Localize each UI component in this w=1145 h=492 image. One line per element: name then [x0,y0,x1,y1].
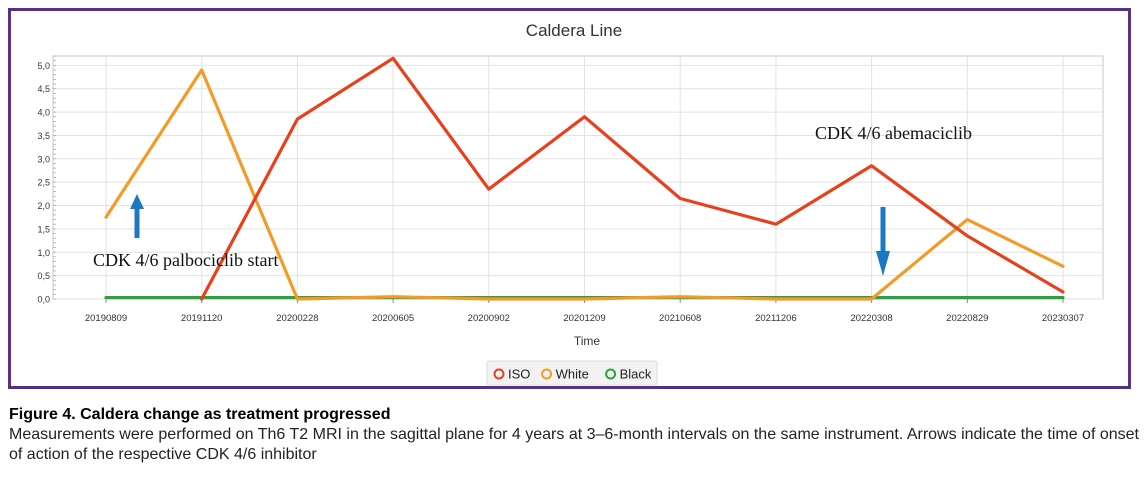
y-tick-label: 2,0 [37,201,50,211]
y-tick-label: 1,5 [37,224,50,234]
y-tick-label: 1,0 [37,248,50,258]
x-tick-label: 20220829 [946,313,988,324]
y-tick-label: 0,5 [37,271,50,281]
y-tick-label: 3,0 [37,154,50,164]
legend-label-iso: ISO [508,367,530,382]
legend-label-white: White [556,367,589,382]
figure-frame: Caldera Line 0,0 0,5 1,0 1,5 2,0 2,5 3,0 3,5 4,0… [8,8,1131,389]
legend-marker-white-icon [541,368,553,380]
x-tick-label: 20201209 [563,313,605,324]
arrow-down-icon [876,207,890,276]
plot-area [52,55,1104,300]
x-tick-label: 20200902 [468,313,510,324]
arrow-up-icon [130,194,144,238]
y-tick-label: 3,5 [37,131,50,141]
legend-marker-black-icon [605,368,617,380]
annotation-palbociclib: CDK 4/6 palbociclib start [93,250,278,270]
figure-caption: Figure 4. Caldera change as treatment pr… [9,405,1139,465]
legend-label-black: Black [620,367,652,382]
chart-title: Caldera Line [526,21,622,40]
y-tick-label: 4,5 [37,84,50,94]
x-tick-label: 20190809 [85,313,127,324]
caption-body: Measurements were performed on Th6 T2 MR… [9,426,1139,463]
caption-title: Figure 4. Caldera change as treatment pr… [9,406,391,423]
x-tick-label: 20220308 [850,313,892,324]
chart: Caldera Line 0,0 0,5 1,0 1,5 2,0 2,5 3,0 3,5 4,0… [37,21,1104,386]
annotation-abemaciclib: CDK 4/6 abemaciclib [815,123,972,143]
x-tick-label: 20200228 [276,313,318,324]
series-line-iso [200,56,1065,301]
legend-box [486,360,658,386]
series-line-white [104,68,1065,301]
x-axis-label: Time [574,334,601,348]
y-tick-label: 4,0 [37,108,50,118]
x-tick-label: 20210608 [659,313,701,324]
y-tick-label: 2,5 [37,178,50,188]
legend: ISO White Black [486,360,658,386]
x-tick-label: 20211206 [755,313,797,324]
y-tick-label: 0,0 [37,295,50,305]
y-tick-label: 5,0 [37,61,50,71]
x-tick-label: 20191120 [181,313,223,324]
legend-marker-iso-icon [493,368,505,380]
x-tick-label: 20200605 [372,313,414,324]
x-tick-label: 20230307 [1042,313,1084,324]
